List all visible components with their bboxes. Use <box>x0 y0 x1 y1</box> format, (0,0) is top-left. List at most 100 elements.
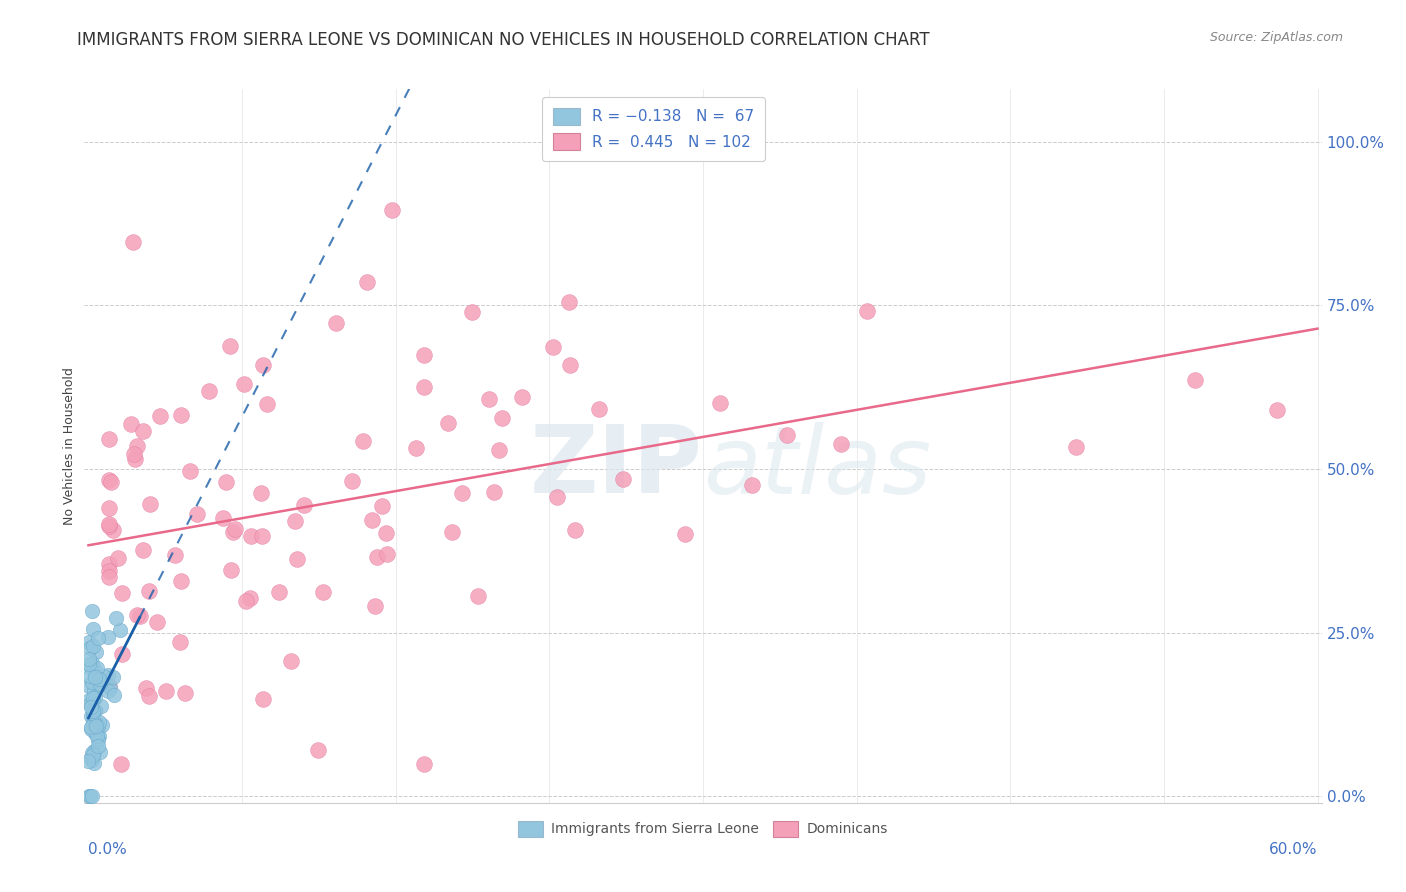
Point <box>84 690 107 704</box>
Point <box>709 396 731 410</box>
Point <box>83 705 105 719</box>
Point <box>179 464 201 478</box>
Point <box>138 689 160 703</box>
Point <box>145 615 167 630</box>
Text: 0.0%: 0.0% <box>89 842 127 856</box>
Point <box>97 557 120 571</box>
Point <box>224 522 246 536</box>
Point <box>77 657 100 671</box>
Point <box>170 409 193 423</box>
Point <box>80 720 103 734</box>
Point <box>240 529 263 543</box>
Point <box>86 718 108 732</box>
Point <box>84 664 107 678</box>
Point <box>87 739 110 753</box>
Point <box>82 753 104 767</box>
Point <box>221 525 243 540</box>
Point <box>170 574 193 589</box>
Point <box>558 294 581 309</box>
Point <box>77 693 100 707</box>
Point <box>256 396 278 410</box>
Y-axis label: No Vehicles in Household: No Vehicles in Household <box>63 368 76 524</box>
Point <box>77 754 100 768</box>
Point <box>79 640 101 655</box>
Point <box>83 746 105 760</box>
Point <box>169 635 191 649</box>
Point <box>100 681 122 695</box>
Point <box>413 380 436 394</box>
Point <box>239 591 262 605</box>
Point <box>87 632 110 646</box>
Point <box>138 497 160 511</box>
Point <box>100 475 122 489</box>
Point <box>80 723 103 737</box>
Point <box>451 485 474 500</box>
Point <box>267 585 290 599</box>
Point <box>93 669 115 683</box>
Point <box>89 673 111 688</box>
Point <box>361 513 384 527</box>
Point <box>173 686 195 700</box>
Point <box>97 516 120 531</box>
Point <box>87 715 110 730</box>
Point <box>82 710 104 724</box>
Point <box>89 676 111 690</box>
Point <box>149 409 172 424</box>
Point <box>138 584 160 599</box>
Point <box>340 474 363 488</box>
Point <box>82 716 104 731</box>
Point <box>120 417 142 431</box>
Point <box>82 708 104 723</box>
Point <box>97 473 120 487</box>
Point <box>86 729 108 743</box>
Point <box>855 304 877 318</box>
Point <box>83 726 105 740</box>
Point <box>79 708 101 723</box>
Point <box>111 586 134 600</box>
Point <box>83 756 105 770</box>
Point <box>97 570 120 584</box>
Text: 60.0%: 60.0% <box>1270 842 1317 856</box>
Point <box>375 525 398 540</box>
Point <box>1184 372 1206 386</box>
Point <box>233 377 256 392</box>
Point <box>482 485 505 500</box>
Point <box>364 599 387 613</box>
Point <box>371 499 394 513</box>
Point <box>79 699 101 714</box>
Point <box>564 523 586 537</box>
Point <box>77 789 100 804</box>
Point <box>776 428 799 442</box>
Point <box>84 719 107 733</box>
Point <box>673 526 696 541</box>
Point <box>186 507 208 521</box>
Point <box>292 499 315 513</box>
Point <box>132 424 155 438</box>
Text: ZIP: ZIP <box>530 421 703 514</box>
Point <box>381 203 404 218</box>
Point <box>250 529 273 543</box>
Point <box>83 717 105 731</box>
Point <box>478 392 501 406</box>
Point <box>107 551 129 566</box>
Point <box>111 648 134 662</box>
Point <box>89 745 111 759</box>
Point <box>97 501 120 516</box>
Point <box>82 604 104 618</box>
Point <box>77 635 100 649</box>
Point <box>83 744 105 758</box>
Point <box>588 401 610 416</box>
Point <box>280 653 302 667</box>
Point <box>1066 440 1088 454</box>
Point <box>87 732 110 747</box>
Point <box>546 490 568 504</box>
Point <box>103 688 125 702</box>
Point <box>405 442 427 456</box>
Point <box>312 585 335 599</box>
Point <box>356 275 378 289</box>
Point <box>101 670 124 684</box>
Point <box>80 661 103 675</box>
Point <box>211 510 233 524</box>
Point <box>84 645 107 659</box>
Point <box>252 358 274 372</box>
